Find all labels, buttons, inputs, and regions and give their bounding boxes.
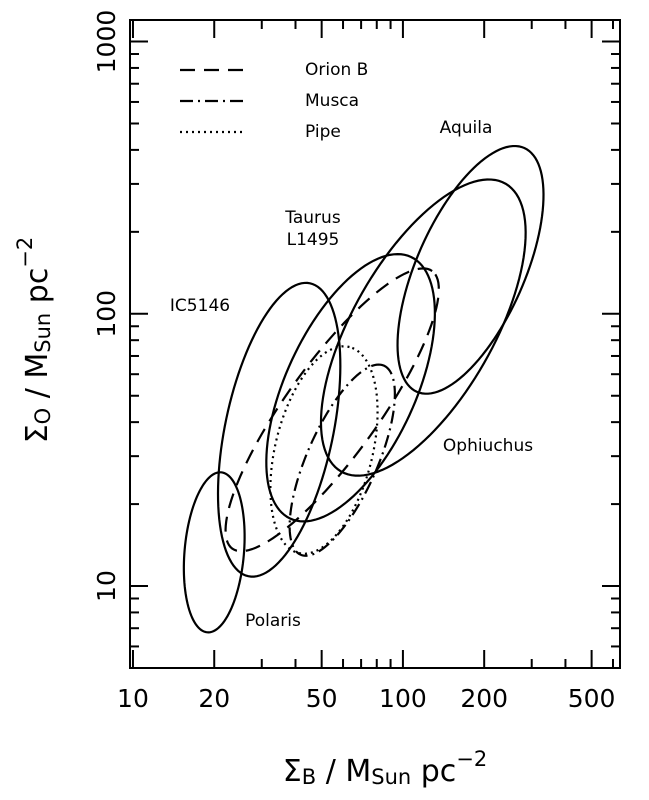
ellipse-label: Aquila — [440, 118, 493, 138]
ellipse-label: Taurus L1495 — [284, 208, 341, 250]
ellipse — [319, 178, 527, 477]
ellipse — [288, 363, 396, 557]
axis-title-part: / M — [316, 754, 371, 789]
x-tick-label: 200 — [460, 684, 508, 713]
axis-title-part: B — [302, 765, 316, 789]
ellipse — [216, 281, 342, 578]
x-tick-label: 100 — [379, 684, 427, 713]
label-line: Taurus — [284, 208, 341, 228]
plot-frame — [129, 19, 621, 669]
axis-title-part: pc — [411, 754, 456, 789]
y-tick-label: 100 — [92, 290, 121, 338]
axis-title-part: Sun — [371, 765, 411, 789]
ellipse — [269, 345, 379, 555]
label-line: L1495 — [287, 230, 340, 250]
axis-title: ΣO / MSun pc−2 — [13, 237, 55, 444]
ellipse-label: IC5146 — [170, 296, 230, 316]
legend-label: Musca — [305, 91, 359, 111]
axis-title-part: / M — [20, 353, 55, 408]
x-tick-label: 500 — [568, 684, 616, 713]
axis-title-part: Σ — [283, 754, 302, 789]
legend-label: Orion B — [305, 60, 368, 80]
axis-title-part: −2 — [456, 747, 487, 771]
x-tick-label: 20 — [198, 684, 230, 713]
legend-label: Pipe — [305, 122, 341, 142]
ellipse — [182, 471, 246, 634]
axis-title-part: O — [31, 408, 55, 425]
axis-title-part: −2 — [13, 237, 37, 268]
x-tick-label: 10 — [117, 684, 149, 713]
y-tick-label: 1000 — [92, 10, 121, 74]
y-tick-label: 10 — [92, 570, 121, 602]
ellipse — [265, 252, 436, 523]
x-tick-label: 50 — [306, 684, 338, 713]
ellipse-label: Polaris — [245, 611, 301, 631]
ellipse-label: Ophiuchus — [443, 436, 533, 456]
axis-title-part: pc — [20, 268, 55, 313]
axis-title-part: Σ — [20, 424, 55, 443]
axis-title: ΣB / MSun pc−2 — [283, 747, 487, 789]
axis-title-part: Sun — [31, 313, 55, 353]
